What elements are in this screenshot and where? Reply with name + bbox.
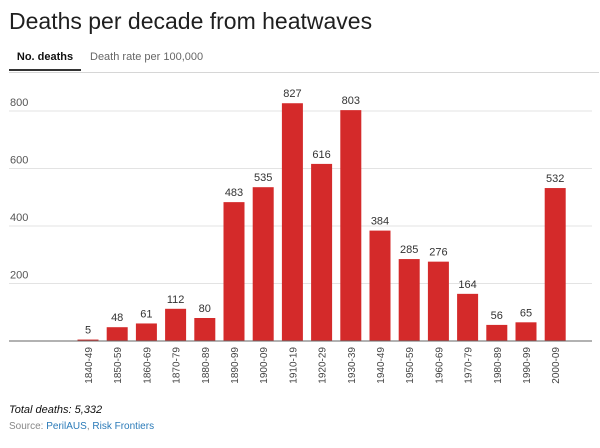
x-tick-label: 1910-19	[288, 347, 299, 384]
bar[interactable]	[311, 163, 333, 341]
bar[interactable]	[427, 261, 449, 341]
data-label: 285	[400, 244, 418, 256]
bar[interactable]	[544, 188, 566, 341]
y-tick-label: 200	[10, 270, 28, 282]
bar[interactable]	[194, 318, 216, 341]
x-tick-label: 2000-09	[551, 347, 562, 384]
bar-chart: 200 400 600 800 5 1840-49 48 1850-59 61 1860-69 11…	[9, 88, 592, 384]
x-tick-label: 1920-29	[318, 347, 329, 384]
y-tick-label: 800	[10, 97, 28, 109]
x-tick-label: 1840-49	[84, 347, 95, 384]
data-label: 80	[199, 303, 211, 315]
bar[interactable]	[457, 293, 479, 341]
source-line: Source: PerilAUS, Risk Frontiers	[9, 421, 154, 432]
source-link-risk-frontiers[interactable]: Risk Frontiers	[92, 421, 155, 432]
x-tick-label: 1890-99	[230, 347, 241, 384]
y-tick-label: 400	[10, 212, 28, 224]
x-tick-label: 1870-79	[172, 347, 183, 384]
bar[interactable]	[340, 110, 362, 341]
x-tick-label: 1850-59	[113, 347, 124, 384]
x-tick-label: 1930-39	[347, 347, 358, 384]
bar[interactable]	[252, 187, 274, 341]
x-tick-label: 1960-69	[434, 347, 445, 384]
bar[interactable]	[281, 103, 303, 341]
x-tick-label: 1950-59	[405, 347, 416, 384]
tab-bar: No. deaths Death rate per 100,000	[9, 44, 599, 73]
bar[interactable]	[398, 259, 420, 341]
source-separator: ,	[86, 421, 93, 432]
x-tick-label: 1900-09	[259, 347, 270, 384]
tab-death-rate[interactable]: Death rate per 100,000	[90, 51, 204, 63]
data-label: 535	[254, 172, 272, 184]
data-label: 483	[225, 187, 243, 199]
data-label: 48	[111, 312, 123, 324]
data-label: 65	[520, 307, 532, 319]
data-label: 112	[167, 294, 185, 306]
bar[interactable]	[165, 308, 187, 341]
bar[interactable]	[77, 339, 99, 341]
data-label: 803	[342, 95, 360, 107]
tab-no-deaths[interactable]: No. deaths	[9, 44, 81, 71]
data-label: 5	[85, 325, 91, 337]
x-tick-label: 1980-89	[493, 347, 504, 384]
data-label: 616	[312, 149, 330, 161]
data-label: 164	[458, 279, 476, 291]
x-tick-label: 1940-49	[376, 347, 387, 384]
bar[interactable]	[369, 230, 391, 341]
bar[interactable]	[515, 322, 537, 341]
x-tick-label: 1880-89	[201, 347, 212, 384]
x-tick-label: 1990-99	[522, 347, 533, 384]
data-label: 384	[371, 216, 389, 228]
x-tick-label: 1860-69	[142, 347, 153, 384]
total-deaths: Total deaths: 5,332	[9, 404, 103, 416]
x-tick-label: 1970-79	[464, 347, 475, 384]
chart-title: Deaths per decade from heatwaves	[9, 8, 373, 34]
data-label: 532	[546, 173, 564, 185]
source-prefix: Source:	[9, 421, 47, 432]
data-label: 61	[140, 308, 152, 320]
data-label: 276	[429, 247, 447, 259]
data-label: 56	[491, 310, 503, 322]
y-tick-label: 600	[10, 155, 28, 167]
bar[interactable]	[486, 324, 508, 341]
data-label: 827	[283, 88, 301, 100]
bar[interactable]	[135, 323, 157, 341]
bar[interactable]	[223, 202, 245, 341]
bar[interactable]	[106, 327, 128, 341]
source-link-perilaus[interactable]: PerilAUS	[46, 421, 87, 432]
